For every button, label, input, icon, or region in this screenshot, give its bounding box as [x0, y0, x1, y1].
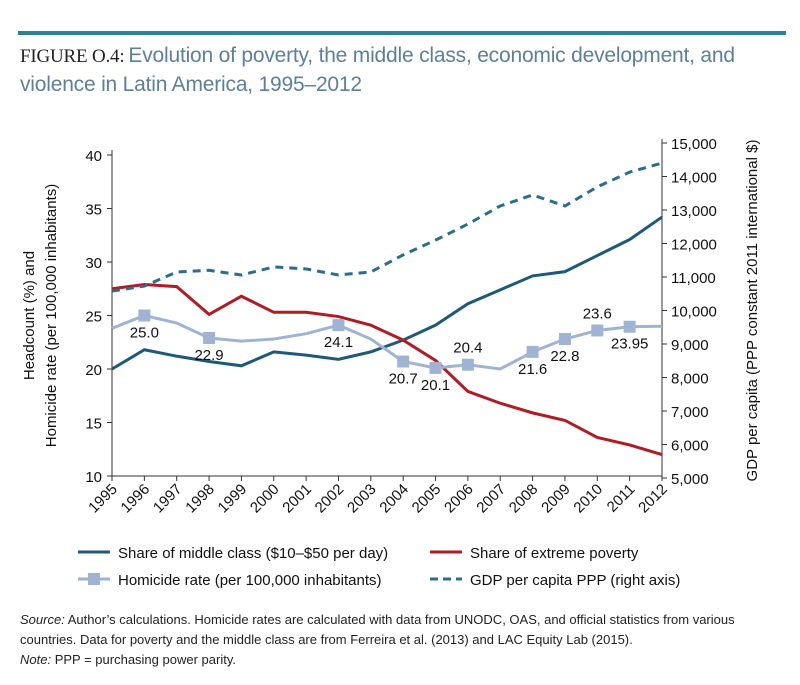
y2-tick-label: 15,000 [671, 136, 717, 153]
series-line [111, 215, 663, 371]
x-tick-label: 1996 [118, 481, 154, 517]
marker [138, 309, 151, 322]
legend-marker [88, 573, 100, 585]
x-tick-label: 2004 [376, 481, 412, 517]
top-rule [18, 31, 786, 35]
x-tick-label: 2011 [604, 481, 639, 516]
y-tick-label: 10 [85, 469, 102, 486]
x-tick-label: 1995 [85, 481, 121, 517]
chart-title: Evolution of poverty, the middle class, … [20, 44, 735, 96]
data-label: 23.95 [611, 336, 649, 353]
data-label: 21.6 [518, 361, 547, 378]
y2-tick-label: 14,000 [671, 170, 717, 187]
y-tick-label: 40 [85, 148, 102, 165]
x-tick-label: 2009 [538, 481, 574, 517]
data-label: 22.8 [550, 348, 579, 365]
y2-tick-label: 7,000 [671, 404, 709, 421]
y-tick-label: 35 [85, 202, 102, 219]
marker [591, 324, 604, 337]
marker [558, 333, 571, 346]
marker [332, 319, 345, 332]
marker [526, 345, 539, 358]
marker [623, 320, 636, 333]
x-tick-label: 2003 [344, 481, 380, 517]
data-label: 20.7 [389, 371, 418, 388]
source: Source: Author’s calculations. Homicide … [20, 610, 790, 650]
x-tick-label: 2002 [312, 481, 348, 517]
x-tick-label: 2001 [279, 481, 315, 517]
legend-label: GDP per capita PPP (right axis) [470, 572, 680, 589]
figure-label: FIGURE O.4: [20, 46, 125, 67]
y-axis-label: Homicide rate (per 100,000 inhabitants) [43, 184, 60, 447]
legend-label: Homicide rate (per 100,000 inhabitants) [118, 572, 381, 589]
chart: 10 15 20 25 30 35 40 5,000 6,000 7,000 8,000 9,000 1… [21, 136, 761, 589]
y-axis-label: Headcount (%) and [21, 251, 38, 380]
y-tick-label: 20 [85, 362, 102, 379]
legend-label: Share of middle class ($10–$50 per day) [118, 545, 388, 562]
marker [203, 331, 216, 344]
series-line [111, 282, 663, 457]
data-label: 20.1 [421, 377, 450, 394]
y2-tick-label: 10,000 [671, 304, 717, 321]
x-tick-label: 2012 [635, 481, 671, 517]
data-label: 20.4 [453, 340, 482, 357]
x-tick-label: 2010 [571, 481, 607, 517]
x-tick-label: 2000 [247, 481, 283, 517]
x-tick-label: 2008 [506, 481, 542, 517]
y-tick-label: 25 [85, 309, 102, 326]
title-block: FIGURE O.4: Evolution of poverty, the mid… [20, 42, 760, 99]
data-label: 23.6 [583, 305, 612, 322]
y2-tick-label: 8,000 [671, 371, 709, 388]
y-tick-label: 30 [85, 255, 102, 272]
x-tick-label: 2006 [441, 481, 477, 517]
source-text: Author’s calculations. Homicide rates ar… [20, 612, 735, 647]
legend-label: Share of extreme poverty [470, 545, 639, 562]
y2-tick-label: 5,000 [671, 471, 709, 488]
x-tick-label: 2005 [409, 481, 445, 517]
series-line [111, 161, 663, 293]
marker [397, 355, 410, 368]
marker [461, 358, 474, 371]
data-label: 25.0 [130, 325, 159, 342]
x-tick-label: 1998 [182, 481, 218, 517]
y2-tick-label: 12,000 [671, 237, 717, 254]
source-label: Source: [20, 612, 65, 627]
note-label: Note: [20, 652, 52, 667]
x-tick-label: 2007 [473, 481, 509, 517]
marker [429, 361, 442, 374]
y2-tick-label: 13,000 [671, 203, 717, 220]
note-text: PPP = purchasing power parity. [54, 652, 236, 667]
y2-tick-label: 11,000 [671, 270, 716, 287]
y2-tick-label: 9,000 [671, 337, 709, 354]
notes: Source: Author’s calculations. Homicide … [20, 610, 790, 670]
data-label: 24.1 [324, 334, 353, 351]
note: Note: PPP = purchasing power parity. [20, 650, 790, 670]
data-label: 22.9 [194, 347, 223, 364]
y2-axis-label: GDP per capita (PPP constant 2011 intern… [744, 140, 761, 482]
y-tick-label: 15 [85, 416, 102, 433]
y2-tick-label: 6,000 [671, 438, 709, 455]
x-tick-label: 1999 [215, 481, 251, 517]
x-tick-label: 1997 [150, 481, 186, 517]
